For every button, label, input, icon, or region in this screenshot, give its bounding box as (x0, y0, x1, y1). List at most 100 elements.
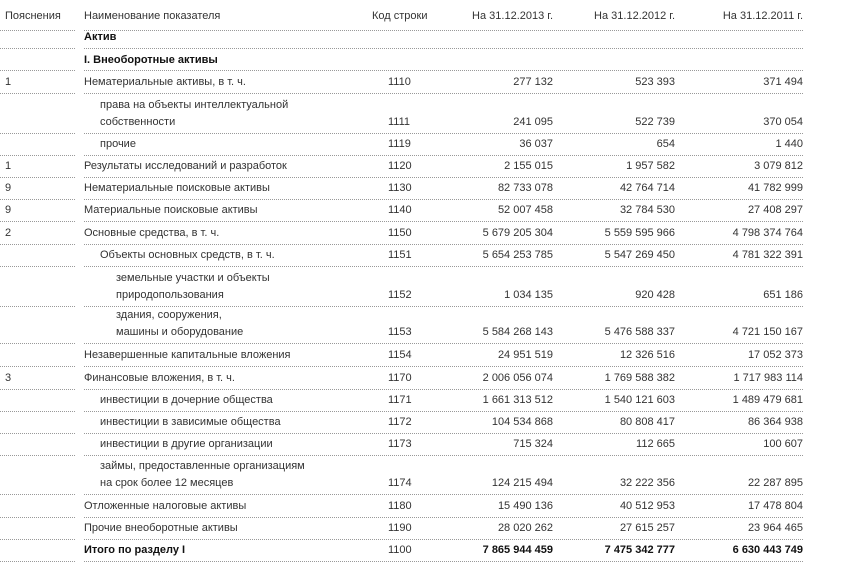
row-name: Объекты основных средств, в т. ч. (100, 249, 275, 261)
row-code: 1110 (388, 76, 411, 88)
row-separator (84, 306, 803, 307)
row-value: 370 054 (763, 116, 803, 128)
row-value: 371 494 (763, 76, 803, 88)
row-code: 1172 (388, 416, 412, 428)
row-code: 1152 (388, 289, 412, 301)
row-code: 1153 (388, 326, 412, 338)
row-separator (0, 133, 75, 134)
row-separator (0, 177, 75, 178)
row-name: природопользования (116, 289, 224, 301)
row-separator (84, 366, 803, 367)
row-value: 5 559 595 966 (604, 227, 675, 239)
row-separator (0, 455, 75, 456)
row-value: 86 364 938 (747, 416, 803, 428)
row-separator (84, 539, 803, 540)
row-separator (0, 48, 75, 49)
row-separator (84, 155, 803, 156)
row-value: 12 326 516 (619, 349, 675, 361)
row-separator (0, 244, 75, 245)
row-separator (84, 411, 803, 412)
row-name: Итого по разделу I (84, 544, 186, 556)
row-name: инвестиции в другие организации (100, 438, 273, 450)
row-name: собственности (100, 116, 176, 128)
row-value: 32 784 530 (619, 204, 675, 216)
section-title: Актив (84, 31, 117, 43)
row-separator (84, 343, 803, 344)
row-value: 5 679 205 304 (482, 227, 553, 239)
row-value: 2 006 056 074 (482, 372, 553, 384)
row-separator (0, 494, 75, 495)
row-value: 80 808 417 (619, 416, 675, 428)
row-value: 6 630 443 749 (732, 544, 803, 556)
row-value: 124 215 494 (491, 477, 553, 489)
row-separator (84, 133, 803, 134)
row-value: 42 764 714 (619, 182, 675, 194)
row-name: инвестиции в дочерние общества (100, 394, 273, 406)
row-value: 5 547 269 450 (604, 249, 675, 261)
row-separator (84, 48, 803, 49)
row-code: 1180 (388, 500, 412, 512)
row-value: 27 615 257 (619, 522, 675, 534)
header-note: Пояснения (5, 10, 61, 22)
row-separator (84, 30, 803, 31)
row-name: Прочие внеоборотные активы (84, 522, 238, 534)
row-value: 4 798 374 764 (732, 227, 803, 239)
row-value: 1 717 983 114 (733, 372, 803, 384)
row-value: 7 475 342 777 (604, 544, 675, 556)
row-separator (84, 199, 803, 200)
row-value: 4 781 322 391 (732, 249, 803, 261)
row-value: 1 769 588 382 (604, 372, 675, 384)
row-separator (84, 389, 803, 390)
row-separator (0, 389, 75, 390)
row-value: 5 584 268 143 (482, 326, 553, 338)
row-value: 277 132 (513, 76, 553, 88)
row-value: 4 721 150 167 (732, 326, 803, 338)
row-separator (84, 244, 803, 245)
row-separator (84, 70, 803, 71)
row-separator (84, 177, 803, 178)
row-value: 5 654 253 785 (482, 249, 553, 261)
row-name: Нематериальные поисковые активы (84, 182, 270, 194)
header-period: На 31.12.2013 г. (472, 10, 553, 22)
row-separator (0, 199, 75, 200)
row-value: 241 095 (513, 116, 553, 128)
header-code: Код строки (372, 10, 428, 22)
header-name: Наименование показателя (84, 10, 221, 22)
row-separator (84, 494, 803, 495)
row-separator (0, 411, 75, 412)
row-name: земельные участки и объекты (116, 272, 270, 284)
row-note: 2 (5, 227, 12, 239)
section-title: I. Внеоборотные активы (84, 54, 218, 66)
row-note: 1 (5, 160, 12, 172)
row-value: 24 951 519 (497, 349, 553, 361)
row-code: 1140 (388, 204, 412, 216)
row-note: 9 (5, 204, 12, 216)
row-code: 1151 (388, 249, 412, 261)
row-name: инвестиции в зависимые общества (100, 416, 281, 428)
row-value: 1 440 (775, 138, 803, 150)
row-code: 1170 (388, 372, 412, 384)
row-value: 22 287 895 (747, 477, 803, 489)
header-period: На 31.12.2011 г. (722, 10, 803, 22)
row-separator (0, 306, 75, 307)
row-value: 27 408 297 (747, 204, 803, 216)
row-name: на срок более 12 месяцев (100, 477, 234, 489)
row-code: 1120 (388, 160, 412, 172)
row-value: 36 037 (519, 138, 553, 150)
row-code: 1154 (388, 349, 412, 361)
row-separator (84, 266, 803, 267)
row-value: 41 782 999 (747, 182, 803, 194)
row-separator (0, 561, 75, 562)
row-value: 15 490 136 (497, 500, 553, 512)
row-separator (84, 433, 803, 434)
row-name: машины и оборудование (116, 326, 244, 338)
row-separator (0, 433, 75, 434)
row-separator (0, 155, 75, 156)
row-code: 1174 (388, 477, 412, 489)
row-value: 23 964 465 (747, 522, 803, 534)
row-separator (0, 221, 75, 222)
row-value: 3 079 812 (754, 160, 803, 172)
row-value: 17 478 804 (747, 500, 803, 512)
row-value: 523 393 (635, 76, 675, 88)
